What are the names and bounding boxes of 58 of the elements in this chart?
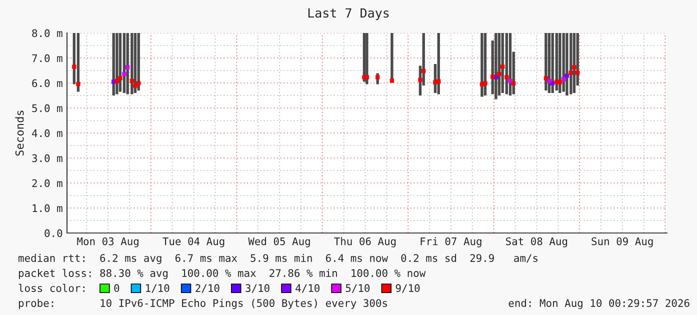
point bbox=[572, 65, 576, 70]
y-tick-label: 0.0 bbox=[44, 229, 62, 238]
point bbox=[562, 77, 566, 82]
point bbox=[122, 72, 126, 76]
y-tick-label: 8.0 m bbox=[32, 29, 62, 38]
bar bbox=[130, 33, 134, 94]
y-axis-title: Seconds bbox=[15, 110, 24, 156]
point bbox=[576, 70, 580, 75]
y-tick-label: 2.0 m bbox=[32, 179, 62, 188]
x-tick-label: Wed 05 Aug bbox=[248, 237, 310, 248]
point bbox=[490, 74, 495, 79]
bar bbox=[494, 33, 498, 100]
point bbox=[118, 76, 122, 80]
bar bbox=[570, 33, 572, 94]
y-tick-label: 5.0 m bbox=[32, 104, 62, 112]
point bbox=[564, 74, 570, 78]
legend-label: 2/10 bbox=[196, 284, 220, 293]
point bbox=[364, 75, 370, 80]
point bbox=[72, 64, 76, 69]
text: end: Mon Aug 10 00:29:57 2026 bbox=[508, 298, 690, 310]
x-tick-label: Sun 09 Aug bbox=[592, 237, 653, 248]
legend-label: 4/10 bbox=[296, 284, 320, 293]
point bbox=[544, 76, 548, 80]
y-tick-label: 4.0 m bbox=[32, 129, 62, 138]
y-tick-label: 7.0 m bbox=[32, 54, 62, 62]
point bbox=[504, 75, 509, 80]
legend-label: 3/10 bbox=[246, 284, 270, 293]
point bbox=[376, 75, 380, 80]
x-tick-label: Sat 08 Aug bbox=[506, 237, 568, 248]
chart-title: Last 7 Days bbox=[308, 8, 389, 20]
point bbox=[500, 64, 505, 69]
legend-label: 5/10 bbox=[346, 284, 370, 293]
x-tick-label: Tue 04 Aug bbox=[162, 237, 224, 248]
point bbox=[133, 84, 138, 88]
legend-title: loss color: bbox=[18, 284, 84, 292]
point bbox=[568, 70, 574, 75]
x-tick-label: Thu 06 Aug bbox=[334, 237, 396, 248]
legend-label: 1/10 bbox=[146, 284, 170, 293]
point bbox=[126, 65, 130, 70]
text: median rtt: 6.2 ms avg 6.7 ms max 5.9 ms min 6.4 ms now 0.2 ms sd 29.9 am/s bbox=[18, 254, 538, 264]
y-tick-label: 1.0 m bbox=[32, 204, 62, 212]
bar bbox=[566, 33, 568, 96]
point bbox=[418, 78, 422, 82]
x-tick-label: Fri 07 Aug bbox=[420, 237, 482, 248]
text: packet loss: 88.30 % avg 100.00 % max 27.86 % min 100.00 % now bbox=[18, 268, 426, 280]
text: probe: 10 IPv6-ICMP Echo Pings (500 Bytes) every 300s bbox=[18, 298, 387, 310]
bar bbox=[558, 33, 562, 93]
bar bbox=[116, 33, 118, 94]
legend-label: 9/10 bbox=[396, 284, 420, 293]
point bbox=[390, 78, 394, 83]
y-tick-label: 3.0 m bbox=[32, 154, 62, 162]
bar bbox=[480, 33, 484, 97]
x-tick-label: Mon 03 Aug bbox=[77, 237, 138, 248]
legend-label: 0 bbox=[114, 284, 120, 292]
point bbox=[497, 72, 502, 76]
y-tick-label: 6.0 m bbox=[32, 79, 62, 88]
bar bbox=[366, 33, 368, 84]
bar bbox=[544, 33, 548, 90]
